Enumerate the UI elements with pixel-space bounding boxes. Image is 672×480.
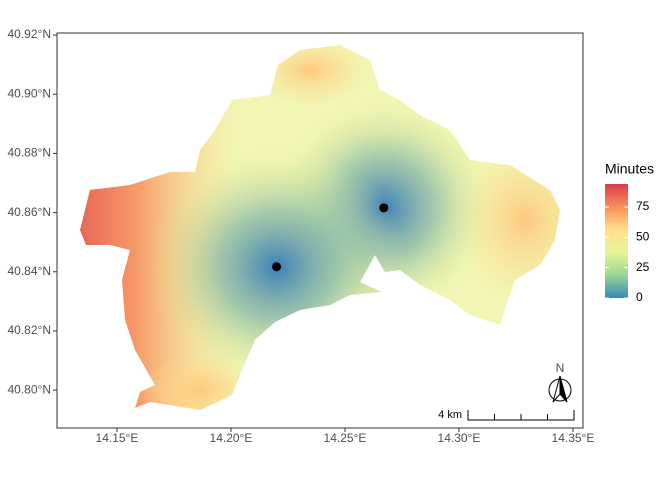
legend-title: Minutes	[605, 161, 654, 177]
x-tick-label: 14.30°E	[438, 431, 481, 445]
y-tick-label: 40.86°N	[8, 205, 52, 219]
y-tick-label: 40.88°N	[8, 146, 52, 160]
points	[272, 203, 389, 272]
x-tick-label: 14.35°E	[552, 431, 595, 445]
legend-tick-label: 75	[636, 199, 650, 213]
facility-point	[379, 203, 389, 213]
x-tick-label: 14.15°E	[96, 431, 139, 445]
colorbar	[605, 184, 628, 298]
north-arrow: N	[548, 361, 572, 403]
legend-tick-label: 25	[636, 260, 650, 274]
scale-bar: 4 km	[438, 409, 575, 421]
north-label: N	[556, 361, 565, 375]
x-tick-label: 14.25°E	[324, 431, 367, 445]
legend: Minutes 0 25 50 75	[605, 161, 654, 304]
y-tick-label: 40.80°N	[8, 382, 52, 396]
legend-tick-label: 50	[636, 230, 650, 244]
legend-tick-label: 0	[636, 290, 643, 304]
y-tick-label: 40.90°N	[8, 86, 52, 100]
x-tick-label: 14.20°E	[210, 431, 253, 445]
y-tick-label: 40.92°N	[8, 27, 52, 41]
y-tick-label: 40.84°N	[8, 264, 52, 278]
facility-point	[272, 262, 282, 272]
scale-label: 4 km	[438, 409, 462, 421]
axes: 14.15°E 14.20°E 14.25°E 14.30°E 14.35°E 40.80…	[8, 27, 595, 445]
y-tick-label: 40.82°N	[8, 323, 52, 337]
